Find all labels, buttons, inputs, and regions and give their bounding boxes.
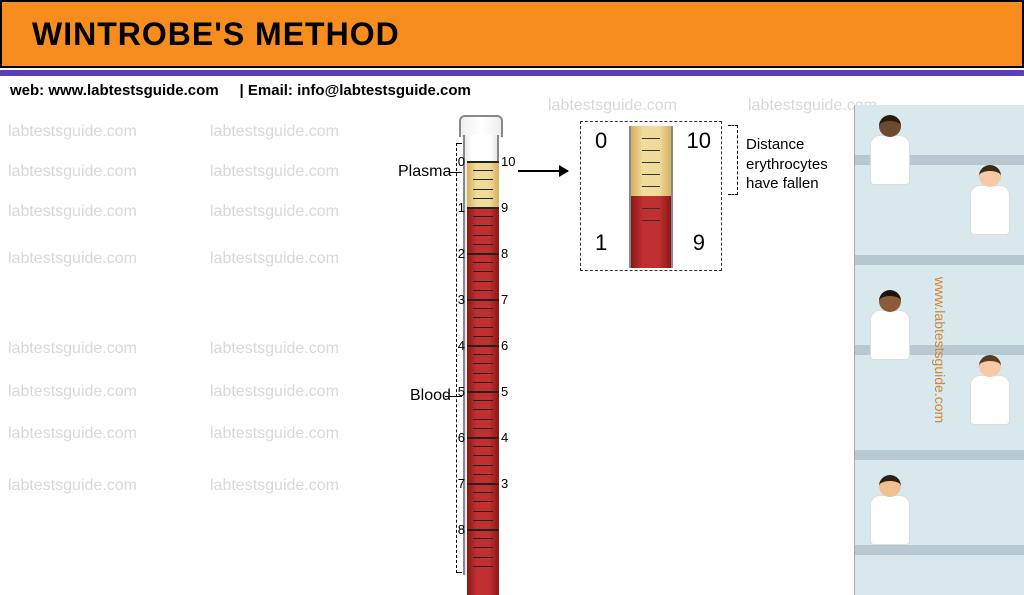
distance-label: Distanceerythrocyteshave fallen xyxy=(746,135,828,194)
lab-url-watermark: www.labtestsguide.com xyxy=(932,277,948,423)
contact-bar: web: www.labtestsguide.com | Email: info… xyxy=(0,76,1024,105)
plasma-leader-line xyxy=(450,172,462,173)
watermark-text: labtestsguide.com xyxy=(210,250,339,268)
scientist-2 xyxy=(863,290,917,370)
zoom-scale-0: 0 xyxy=(595,128,607,154)
watermark-text: labtestsguide.com xyxy=(210,203,339,221)
scale-right-7: 7 xyxy=(501,292,513,307)
tube-scale: 012345678109876543 xyxy=(467,161,499,591)
zoom-detail: 0 10 1 9 xyxy=(580,121,722,271)
scale-right-6: 6 xyxy=(501,338,513,353)
watermark-text: labtestsguide.com xyxy=(8,163,137,181)
scale-left-7: 7 xyxy=(453,476,465,491)
watermark-text: labtestsguide.com xyxy=(8,340,137,358)
distance-bracket xyxy=(728,125,738,195)
watermark-text: labtestsguide.com xyxy=(8,250,137,268)
watermark-text: labtestsguide.com xyxy=(210,123,339,141)
scale-right-8: 8 xyxy=(501,246,513,261)
lab-illustration: www.labtestsguide.com xyxy=(854,105,1024,595)
web-label: web: xyxy=(10,82,44,99)
watermark-text: labtestsguide.com xyxy=(210,340,339,358)
lab-bench-1 xyxy=(855,255,1024,265)
zoom-blood-layer xyxy=(631,196,671,268)
watermark-text: labtestsguide.com xyxy=(8,383,137,401)
scientist-4 xyxy=(863,475,917,555)
scale-left-3: 3 xyxy=(453,292,465,307)
title-bar: WINTROBE'S METHOD xyxy=(0,0,1024,68)
page-title: WINTROBE'S METHOD xyxy=(32,16,400,53)
watermark-text: labtestsguide.com xyxy=(8,123,137,141)
watermark-text: labtestsguide.com xyxy=(210,163,339,181)
web-url: www.labtestsguide.com xyxy=(48,82,218,99)
scale-left-4: 4 xyxy=(453,338,465,353)
plasma-label: Plasma xyxy=(398,163,451,181)
watermark-text: labtestsguide.com xyxy=(210,425,339,443)
wintrobe-tube: 012345678109876543 xyxy=(463,115,499,575)
zoom-tube xyxy=(629,126,673,268)
scale-left-8: 8 xyxy=(453,522,465,537)
zoom-plasma-layer xyxy=(631,126,671,196)
watermark-text: labtestsguide.com xyxy=(210,383,339,401)
watermark-text: labtestsguide.com xyxy=(210,477,339,495)
scale-left-6: 6 xyxy=(453,430,465,445)
scale-right-9: 9 xyxy=(501,200,513,215)
email: info@labtestsguide.com xyxy=(297,82,471,99)
scale-left-0: 0 xyxy=(453,154,465,169)
blood-leader-line xyxy=(445,396,462,397)
watermark-text: labtestsguide.com xyxy=(8,203,137,221)
lab-bench-3 xyxy=(855,450,1024,460)
diagram-area: labtestsguide.com labtestsguide.com labtes… xyxy=(0,105,1024,595)
zoom-scale-9: 9 xyxy=(693,230,705,256)
scale-left-2: 2 xyxy=(453,246,465,261)
scientist-0 xyxy=(863,115,917,195)
watermark-text: labtestsguide.com xyxy=(8,425,137,443)
scale-left-1: 1 xyxy=(453,200,465,215)
scientist-1 xyxy=(963,165,1017,245)
zoom-scale-1: 1 xyxy=(595,230,607,256)
scale-right-5: 5 xyxy=(501,384,513,399)
zoom-arrow-icon xyxy=(518,170,568,172)
watermark-text: labtestsguide.com xyxy=(8,477,137,495)
scale-right-4: 4 xyxy=(501,430,513,445)
tube-mouth xyxy=(459,115,503,137)
email-label: Email: xyxy=(248,82,293,99)
scale-right-3: 3 xyxy=(501,476,513,491)
tube-body: 012345678109876543 xyxy=(463,135,499,575)
scientist-3 xyxy=(963,355,1017,435)
zoom-scale-10: 10 xyxy=(687,128,711,154)
separator: | xyxy=(240,82,244,99)
scale-right-10: 10 xyxy=(501,154,513,169)
